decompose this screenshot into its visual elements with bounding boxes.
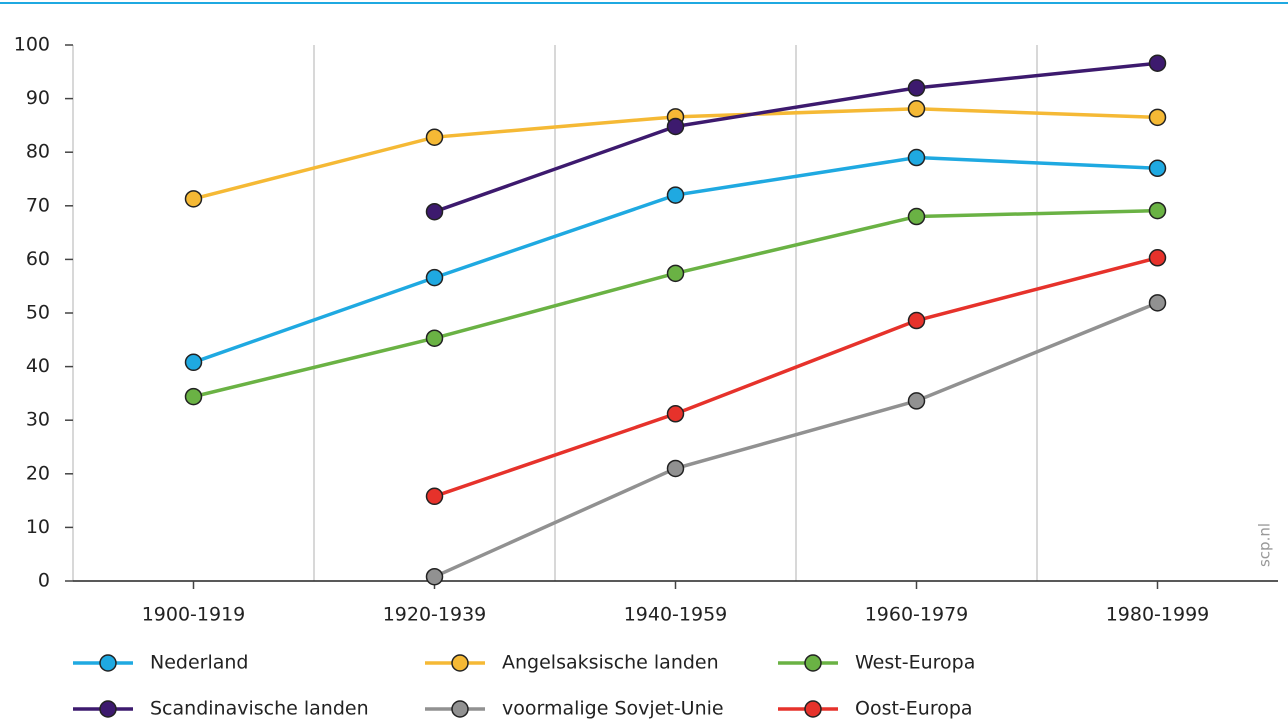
x-tick-label: 1940-1959 (624, 604, 728, 626)
legend-label: Scandinavische landen (150, 698, 369, 720)
data-point (425, 202, 444, 221)
x-tick-label: 1900-1919 (142, 604, 246, 626)
data-point (666, 405, 685, 423)
data-point (907, 148, 926, 167)
legend-marker (804, 700, 822, 718)
y-tick-label: 100 (14, 34, 50, 56)
y-tick-label: 60 (26, 248, 50, 270)
data-point (666, 459, 685, 478)
x-tick-label: 1980-1999 (1106, 604, 1210, 626)
series-line (433, 61, 1158, 214)
data-point (425, 487, 444, 506)
data-point (907, 311, 926, 330)
watermark: scp.nl (1256, 523, 1274, 567)
legend-marker (804, 654, 822, 672)
legend-label: Angelsaksische landen (502, 652, 719, 674)
data-point (425, 329, 444, 347)
data-point (425, 128, 444, 146)
data-point (1148, 201, 1167, 220)
legend-label: voormalige Sovjet-Unie (502, 698, 724, 720)
data-point (666, 186, 685, 204)
y-tick-label: 0 (38, 570, 50, 592)
legend-marker (451, 700, 469, 718)
data-point (1148, 159, 1167, 178)
y-tick-label: 50 (26, 302, 50, 324)
y-tick-label: 10 (26, 516, 50, 538)
series-line (193, 208, 1158, 399)
x-tick-label: 1960-1979 (865, 604, 969, 626)
data-point (907, 392, 926, 410)
y-tick-label: 30 (26, 409, 50, 431)
data-point (1148, 108, 1167, 127)
data-point (907, 207, 926, 226)
x-tick-label: 1920-1939 (383, 604, 487, 626)
legend-label: Nederland (150, 652, 249, 674)
data-point (907, 100, 926, 118)
data-point (1148, 294, 1167, 312)
data-point (1148, 249, 1167, 267)
data-point (184, 190, 203, 208)
y-tick-label: 40 (26, 355, 50, 377)
legend-marker (99, 654, 117, 672)
data-point (425, 268, 444, 287)
legend-marker (451, 654, 469, 672)
y-tick-label: 20 (26, 462, 50, 484)
data-point (666, 264, 685, 283)
data-point (666, 117, 685, 136)
series-line (433, 256, 1158, 498)
y-tick-label: 80 (26, 141, 50, 163)
legend-label: West-Europa (855, 652, 975, 674)
y-tick-label: 70 (26, 194, 50, 216)
data-point (425, 567, 444, 586)
data-point (1148, 54, 1167, 72)
series-line (433, 301, 1159, 579)
legend-marker (99, 700, 117, 718)
data-point (184, 353, 203, 372)
y-tick-label: 90 (26, 87, 50, 109)
legend-label: Oost-Europa (855, 698, 973, 720)
data-point (184, 387, 203, 406)
data-point (907, 79, 926, 97)
